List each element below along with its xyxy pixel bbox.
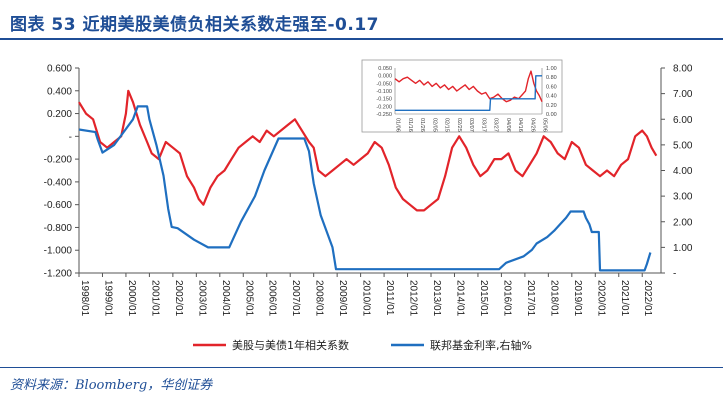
left-tick-label: -0.400 <box>44 177 73 188</box>
inset-x-tick-label: 03/27 <box>493 118 499 132</box>
x-tick-label: 2008/01 <box>314 280 325 317</box>
header-rule <box>0 38 723 40</box>
inset-x-tick-label: 04/06 <box>505 118 511 132</box>
inset-left-tick-label: 0.000 <box>378 74 392 80</box>
figure-title: 图表 53 近期美股美债负相关系数走强至-0.17 <box>10 15 379 35</box>
right-tick-label: 1.00 <box>673 243 693 254</box>
right-tick-label: 2.00 <box>673 217 693 228</box>
fed-funds-series-line <box>78 105 652 272</box>
x-tick-label: 2005/01 <box>243 280 254 317</box>
x-tick-label: 2017/01 <box>525 280 536 317</box>
inset-x-tick-label: 02/15 <box>444 118 450 132</box>
x-tick-label: 2010/01 <box>361 280 372 317</box>
x-tick-label: 2015/01 <box>478 280 489 317</box>
right-tick-label: 5.00 <box>673 140 693 151</box>
x-tick-label: 2003/01 <box>196 280 207 317</box>
inset-x-tick-label: 02/25 <box>456 118 462 132</box>
inset-right-tick-label: 0.40 <box>546 94 557 100</box>
source-note: 资料来源：Bloomberg，华创证券 <box>10 378 213 393</box>
right-tick-label: 6.00 <box>673 115 693 126</box>
inset-right-tick-label: 0.60 <box>546 84 557 90</box>
x-tick-label: 2006/01 <box>267 280 278 317</box>
inset-x-tick-label: 03/07 <box>468 118 474 132</box>
left-tick-label: 0.400 <box>47 86 72 97</box>
right-tick-label: 8.00 <box>673 64 693 75</box>
inset-right-tick-label: 0.00 <box>546 112 557 118</box>
inset-x-tick-label: 02/05 <box>431 118 437 132</box>
inset-right-tick-label: 1.00 <box>546 66 557 72</box>
inset-x-tick-label: 03/17 <box>480 118 486 132</box>
x-tick-label: 2021/01 <box>619 280 630 317</box>
inset-x-tick-label: 01/06 <box>395 118 401 132</box>
inset-x-tick-label: 01/26 <box>419 118 425 132</box>
left-tick-label: -1.200 <box>44 269 73 280</box>
inset-left-tick-label: 0.050 <box>378 66 392 72</box>
correlation-series-line <box>78 89 658 212</box>
x-tick-label: 2001/01 <box>149 280 160 317</box>
inset-left-tick-label: -0.200 <box>376 104 392 110</box>
x-tick-label: 2014/01 <box>454 280 465 317</box>
left-tick-label: 0.600 <box>47 64 72 75</box>
figure-header: 图表 53 近期美股美债负相关系数走强至-0.17 <box>0 0 723 44</box>
left-tick-label: -0.200 <box>44 155 73 166</box>
inset-left-tick-label: -0.150 <box>376 97 392 103</box>
inset-left-tick-label: -0.050 <box>376 81 392 87</box>
x-tick-label: 2016/01 <box>501 280 512 317</box>
x-tick-label: 1998/01 <box>79 280 90 317</box>
left-tick-label: -1.000 <box>44 246 73 257</box>
inset-right-tick-label: 0.20 <box>546 103 557 109</box>
x-tick-label: 2020/01 <box>595 280 606 317</box>
right-tick-label: 3.00 <box>673 192 693 203</box>
inset-x-tick-label: 04/26 <box>529 118 535 132</box>
inset-x-tick-label: 01/16 <box>407 118 413 132</box>
x-tick-label: 2013/01 <box>431 280 442 317</box>
inset-frame <box>361 59 563 133</box>
right-tick-label: 7.00 <box>673 89 693 100</box>
x-tick-label: 2019/01 <box>572 280 583 317</box>
x-tick-label: 2000/01 <box>126 280 137 317</box>
x-tick-label: 2018/01 <box>548 280 559 317</box>
x-tick-label: 1999/01 <box>102 280 113 317</box>
x-tick-label: 2007/01 <box>290 280 301 317</box>
x-tick-label: 2011/01 <box>384 280 395 316</box>
legend-label-fed-funds: 联邦基金利率,右轴% <box>430 338 532 352</box>
x-tick-label: 2009/01 <box>337 280 348 317</box>
inset-left-tick-label: -0.250 <box>376 112 392 118</box>
inset-fed-funds-line <box>395 75 542 111</box>
right-tick-label: - <box>673 269 676 280</box>
footer-rule <box>0 367 723 368</box>
legend-label-correlation: 美股与美债1年相关系数 <box>232 338 349 352</box>
right-tick-label: 4.00 <box>673 166 693 177</box>
left-tick-label: - <box>69 132 72 143</box>
left-tick-label: 0.200 <box>47 109 72 120</box>
inset-right-tick-label: 0.80 <box>546 75 557 81</box>
x-tick-label: 2004/01 <box>220 280 231 317</box>
inset-left-tick-label: -0.100 <box>376 89 392 95</box>
inset-x-tick-label: 05/06 <box>542 118 548 132</box>
x-tick-label: 2012/01 <box>408 280 419 317</box>
x-tick-label: 2022/01 <box>642 280 653 317</box>
inset-x-tick-label: 04/16 <box>517 118 523 132</box>
left-tick-label: -0.600 <box>44 200 73 211</box>
left-tick-label: -0.800 <box>44 223 73 234</box>
inset-correlation-line <box>394 70 543 103</box>
x-tick-label: 2002/01 <box>173 280 184 317</box>
